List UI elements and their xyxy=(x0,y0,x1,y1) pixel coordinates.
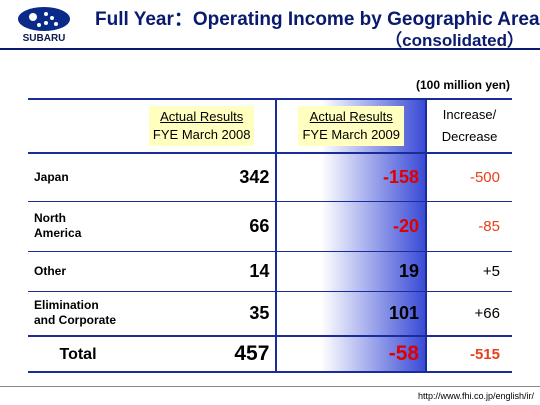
footer-rule xyxy=(0,386,540,387)
table: Actual Results FYE March 2008 Actual Resul… xyxy=(28,98,512,373)
cell-value: 66 xyxy=(128,201,277,252)
logo-star xyxy=(54,22,58,26)
cell-value: -158 xyxy=(275,153,428,202)
logo-star xyxy=(37,23,41,27)
header-rule xyxy=(0,48,540,50)
logo-oval xyxy=(18,7,70,31)
column-header-box: Actual Results FYE March 2008 xyxy=(148,106,255,146)
cell-value: +66 xyxy=(426,291,512,337)
column-header: Actual Results FYE March 2009 xyxy=(275,98,428,154)
logo-star xyxy=(44,21,48,25)
corner-cell xyxy=(28,98,128,154)
logo-star xyxy=(50,16,54,20)
row-label-line: Other xyxy=(34,263,67,278)
logo-text: SUBARU xyxy=(23,33,66,44)
row-label-line: Elimination xyxy=(34,298,99,313)
row-label-line: North xyxy=(34,211,66,225)
logo-star xyxy=(44,12,48,16)
column-header-line: FYE March 2008 xyxy=(152,127,251,142)
column-header-line: Increase/ xyxy=(442,107,497,122)
logo: SUBARU xyxy=(18,7,70,44)
data-row: Japan 342 -158 -500 xyxy=(28,153,512,202)
header-row: Actual Results FYE March 2008 Actual Resul… xyxy=(28,98,512,154)
cell-value: 101 xyxy=(275,291,428,337)
total-value: -515 xyxy=(426,335,512,373)
cell-value: 35 xyxy=(128,291,277,337)
cell-value: 19 xyxy=(275,251,428,292)
column-header: Actual Results FYE March 2008 xyxy=(128,98,277,154)
column-header-line: Actual Results xyxy=(160,109,244,124)
column-header: Increase/Decrease xyxy=(426,98,512,154)
column-header-box: Increase/Decrease xyxy=(433,104,506,148)
data-row: Other 14 19 +5 xyxy=(28,251,512,292)
row-label-line: and Corporate xyxy=(34,313,117,328)
row-label-line: Japan xyxy=(34,169,69,184)
row-label-line: America xyxy=(34,226,82,240)
unit: (100 million yen) xyxy=(415,78,510,92)
row-label: North America xyxy=(28,201,128,252)
row-label: Other xyxy=(28,251,128,292)
total-value: -58 xyxy=(275,335,428,373)
row-label: Elimination and Corporate xyxy=(28,291,128,337)
row-label: Japan xyxy=(28,153,128,202)
footer-url: http://www.fhi.co.jp/english/ir/ xyxy=(417,391,534,401)
cell-value: -85 xyxy=(426,201,512,252)
data-row: Elimination and Corporate 35 101 +66 xyxy=(28,291,512,337)
column-header-line: FYE March 2009 xyxy=(302,127,400,142)
column-header-line: Decrease xyxy=(441,129,498,144)
table-body: Actual Results FYE March 2008 Actual Resul… xyxy=(28,98,512,373)
total-value: 457 xyxy=(128,335,277,373)
cell-value: 14 xyxy=(128,251,277,292)
column-header-box: Actual Results FYE March 2009 xyxy=(298,106,404,146)
logo-star xyxy=(29,13,37,21)
cell-value: 342 xyxy=(128,153,277,202)
cell-value: -20 xyxy=(275,201,428,252)
cell-value: +5 xyxy=(426,251,512,292)
cell-value: -500 xyxy=(426,153,512,202)
total-row: Total 457 -58 -515 xyxy=(28,335,512,373)
total-label: Total xyxy=(28,335,128,373)
subtitle: （consolidated） xyxy=(385,31,524,50)
column-header-line: Actual Results xyxy=(309,109,393,124)
title: Full Year：Operating Income by Geographic… xyxy=(95,9,540,30)
data-row: North America 66 -20 -85 xyxy=(28,201,512,252)
